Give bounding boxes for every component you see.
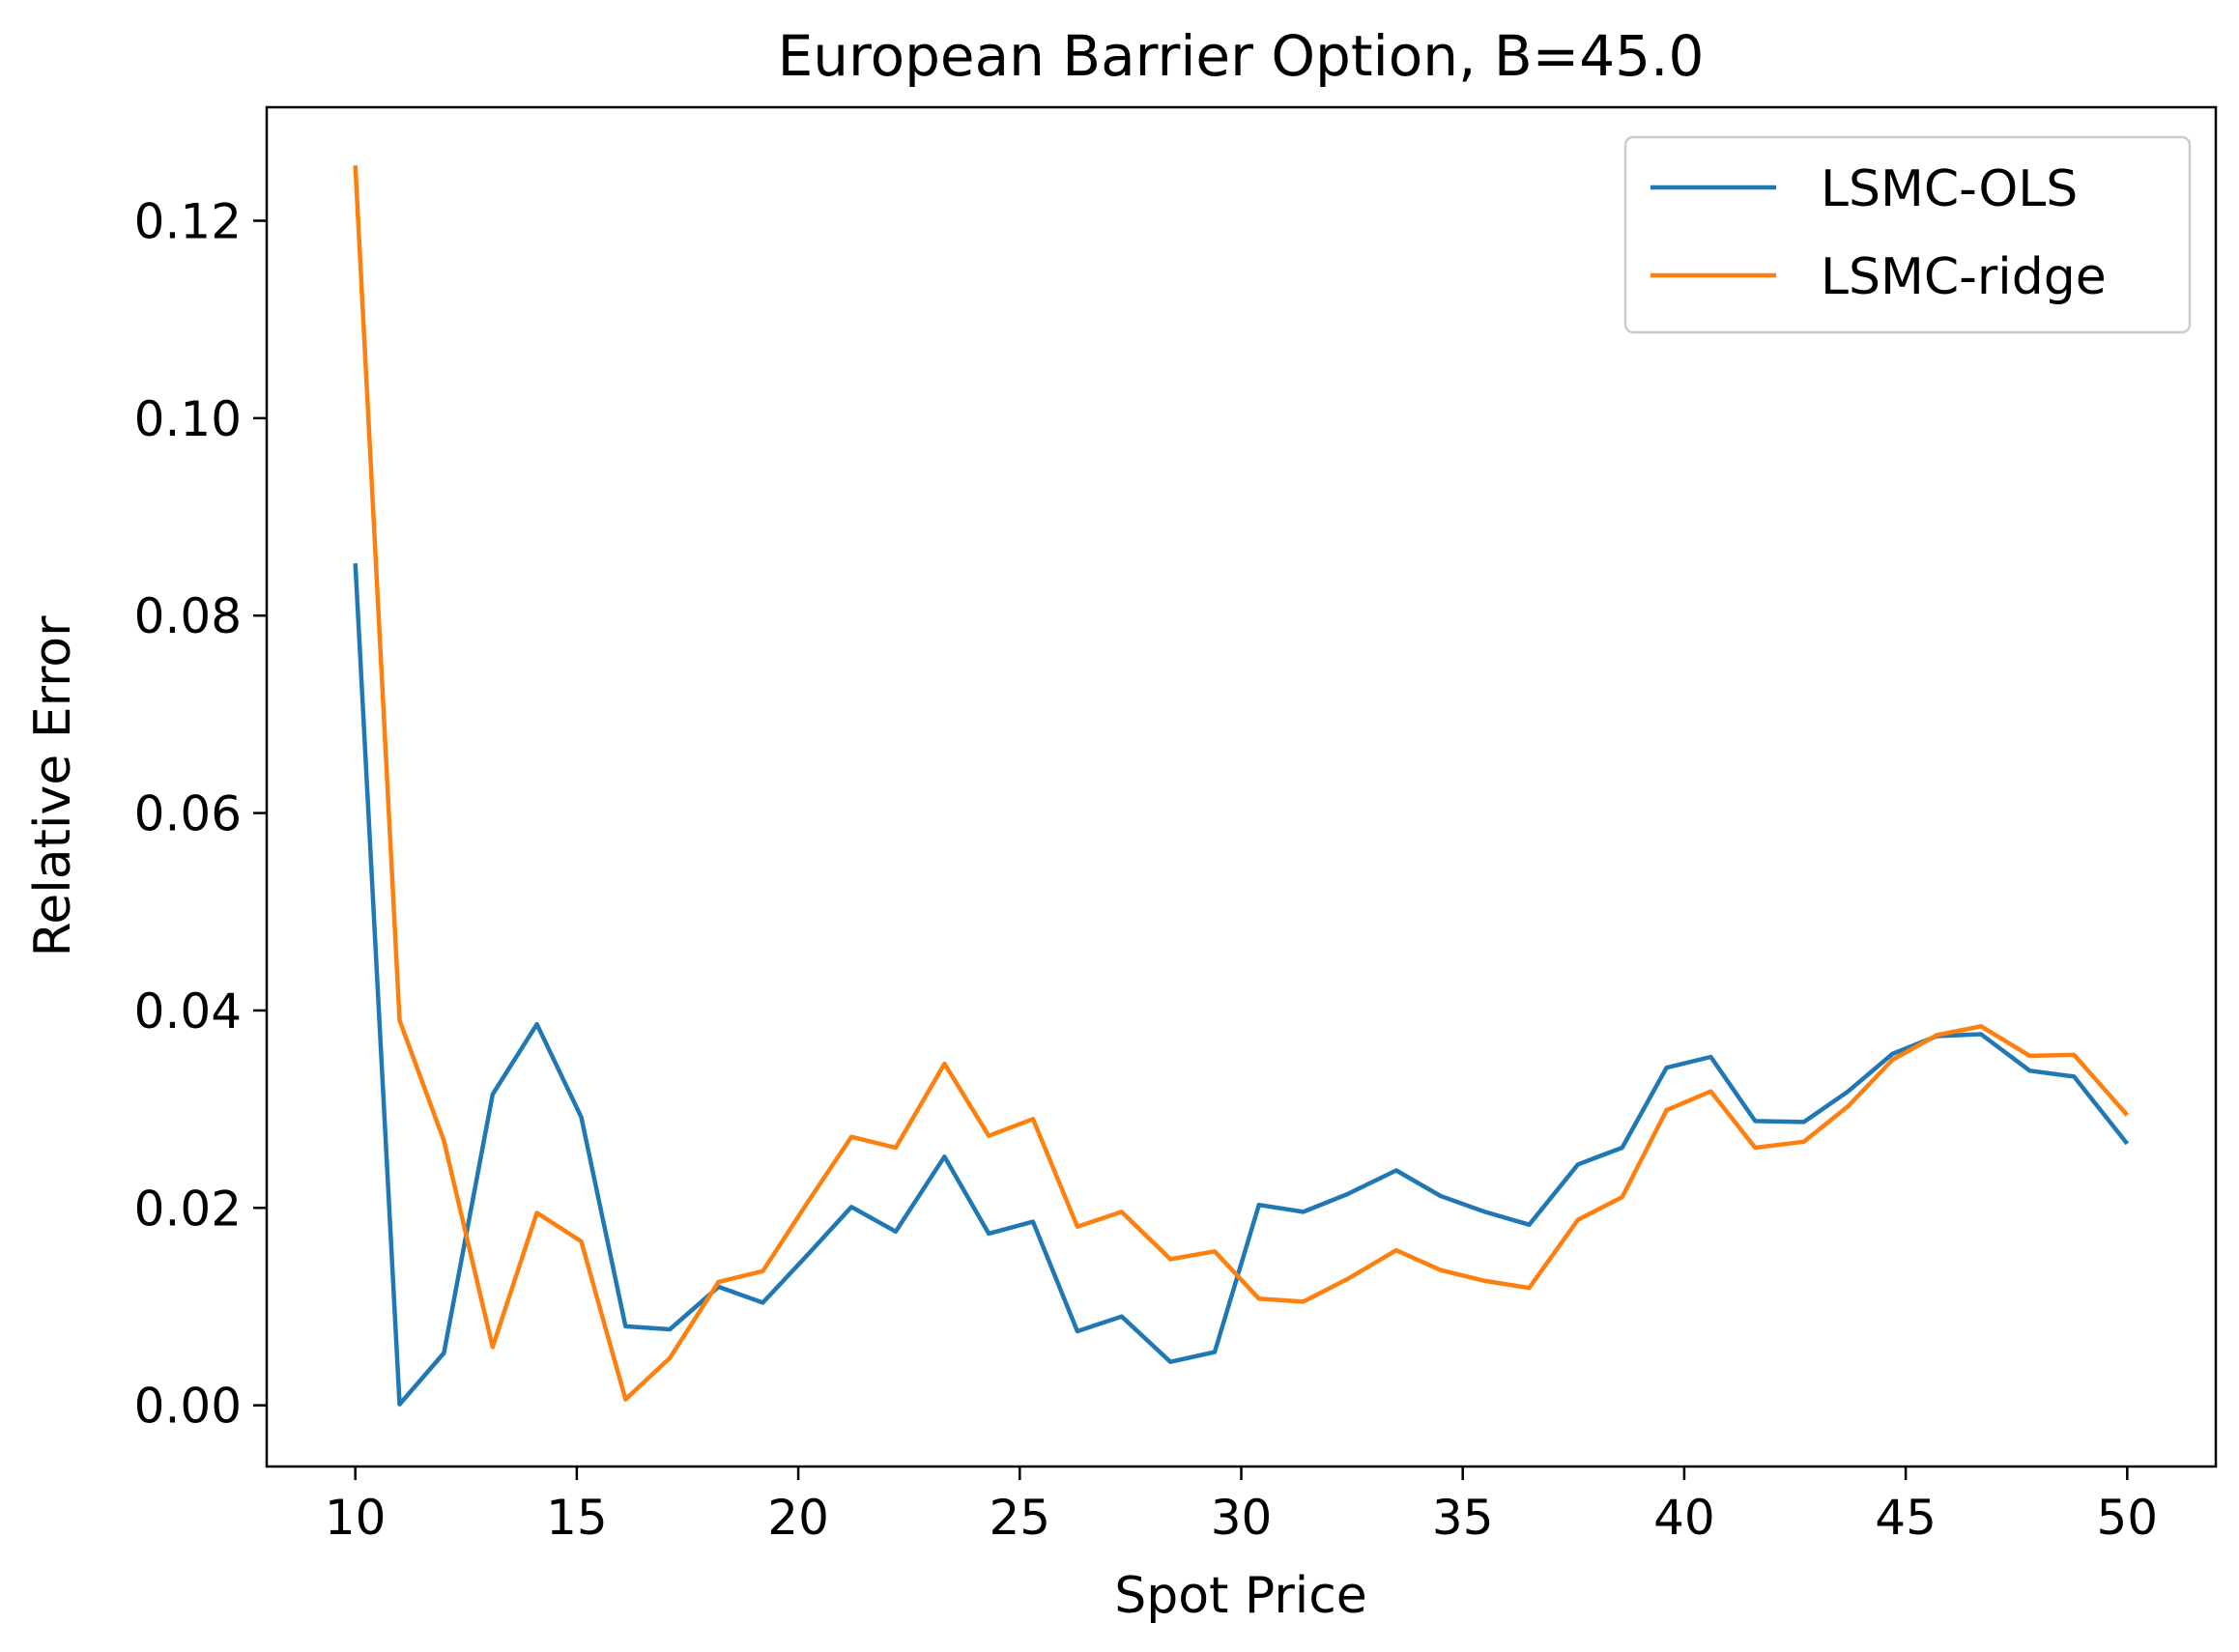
legend: LSMC-OLS LSMC-ridge xyxy=(1623,135,2192,334)
y-tick-label: 0.00 xyxy=(134,1379,242,1435)
x-tick-label: 40 xyxy=(1653,1490,1715,1546)
x-tick-label: 20 xyxy=(767,1490,829,1546)
x-tick-label: 35 xyxy=(1432,1490,1494,1546)
x-tick-label: 45 xyxy=(1875,1490,1937,1546)
x-tick-label: 30 xyxy=(1211,1490,1273,1546)
y-tick-label: 0.08 xyxy=(134,588,242,644)
x-tick-label: 15 xyxy=(546,1490,608,1546)
y-tick-label: 0.02 xyxy=(134,1181,242,1237)
x-tick-label: 25 xyxy=(989,1490,1050,1546)
chart-title: European Barrier Option, B=45.0 xyxy=(778,23,1705,89)
series-line-lsmc-ols xyxy=(353,562,2130,1407)
y-tick-label: 0.10 xyxy=(134,391,242,447)
y-axis-label: Relative Error xyxy=(24,615,82,957)
y-tick-label: 0.04 xyxy=(134,983,242,1040)
ticks-layer: 10 15 20 25 30 35 40 45 50 0.00 0.02 0.04 0.06 0.08 0.… xyxy=(134,194,2158,1546)
x-tick-label: 10 xyxy=(325,1490,387,1546)
x-axis-label: Spot Price xyxy=(1114,1567,1367,1625)
y-tick-label: 0.06 xyxy=(134,786,242,842)
legend-label-ridge: LSMC-ridge xyxy=(1821,248,2107,306)
x-tick-label: 50 xyxy=(2097,1490,2159,1546)
plot-frame xyxy=(265,105,2218,1468)
y-tick-label: 0.12 xyxy=(134,194,242,250)
legend-label-ols: LSMC-OLS xyxy=(1821,160,2078,218)
series-line-lsmc-ridge xyxy=(353,165,2129,1402)
series-layer xyxy=(353,165,2130,1407)
